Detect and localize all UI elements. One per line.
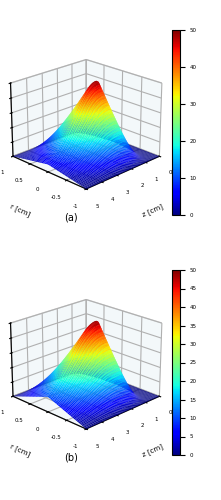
Y-axis label: r [cm]: r [cm] <box>9 443 31 458</box>
Text: (b): (b) <box>64 452 78 462</box>
X-axis label: z [cm]: z [cm] <box>141 203 164 218</box>
Text: (a): (a) <box>64 212 78 222</box>
Y-axis label: r [cm]: r [cm] <box>9 203 31 218</box>
X-axis label: z [cm]: z [cm] <box>141 443 164 458</box>
